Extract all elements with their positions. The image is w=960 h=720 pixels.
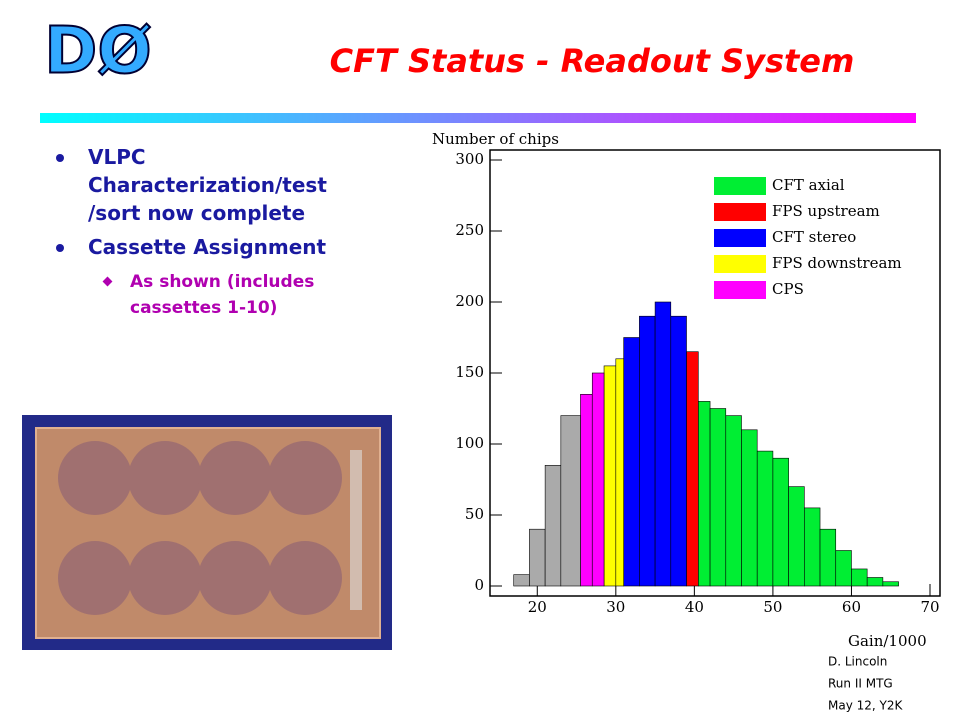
- legend-swatch: [714, 177, 766, 195]
- legend-label: FPS upstream: [772, 202, 880, 220]
- footer-line: May 12, Y2K: [828, 699, 903, 713]
- x-tick-label: 20: [528, 598, 547, 616]
- x-tick-label: 70: [920, 598, 939, 616]
- y-axis-label: Number of chips: [432, 130, 559, 148]
- y-tick-label: 150: [455, 363, 484, 381]
- x-tick-label: 60: [842, 598, 861, 616]
- x-tick-label: 50: [763, 598, 782, 616]
- histogram: Number of chips Gain/1000 0 50 100 150 200 250 3…: [432, 130, 941, 650]
- y-tick-label: 300: [455, 150, 484, 168]
- histogram-bar: [623, 337, 640, 587]
- y-tick-label: 100: [455, 434, 484, 452]
- histogram-bar: [544, 464, 562, 587]
- histogram-bar: [615, 358, 624, 587]
- histogram-bar: [513, 574, 530, 587]
- histogram-bar: [851, 568, 868, 587]
- bullet-text: VLPC Characterization/test/sort now compl…: [88, 145, 327, 225]
- histogram-bar: [741, 429, 758, 587]
- histogram-bar: [882, 581, 899, 587]
- histogram-bar: [835, 550, 852, 587]
- bullet-text: Cassette Assignment: [88, 235, 327, 259]
- histogram-bar: [756, 450, 774, 587]
- bullets: VLPC Characterization/test/sort now compl…: [56, 145, 327, 318]
- y-tick-label: 200: [455, 292, 484, 310]
- footer-line: Run II MTG: [828, 677, 893, 691]
- legend-swatch: [714, 203, 766, 221]
- bullet-dot: [56, 154, 64, 162]
- histogram-bar: [686, 351, 699, 587]
- histogram-bar: [591, 372, 605, 587]
- legend-label: CFT axial: [772, 176, 845, 194]
- legend-swatch: [714, 229, 766, 247]
- histogram-bar: [788, 486, 805, 587]
- histogram-bar: [580, 393, 593, 587]
- x-tick-label: 30: [606, 598, 625, 616]
- histogram-bar: [772, 457, 789, 587]
- footer-line: D. Lincoln: [828, 655, 887, 669]
- histogram-bar: [560, 415, 581, 587]
- histogram-bar: [697, 401, 711, 587]
- bullet-dot: [56, 244, 64, 252]
- sub-bullet: [102, 276, 113, 287]
- title-rule: [40, 113, 916, 123]
- logo: DØ: [44, 15, 152, 89]
- slide-title: CFT Status - Readout System: [330, 42, 855, 80]
- y-tick-label: 0: [474, 576, 484, 594]
- histogram-bar: [639, 315, 656, 587]
- histogram-bar: [866, 577, 884, 587]
- x-axis-label: Gain/1000: [848, 632, 927, 650]
- histogram-bar: [725, 415, 742, 587]
- histogram-bar: [670, 315, 687, 587]
- histogram-bar: [709, 408, 727, 587]
- legend-label: CFT stereo: [772, 228, 856, 246]
- histogram-bar: [603, 365, 617, 587]
- histogram-bar: [529, 528, 546, 587]
- histogram-bar: [819, 528, 837, 587]
- legend-label: CPS: [772, 280, 804, 298]
- x-tick-label: 40: [685, 598, 704, 616]
- legend-label: FPS downstream: [772, 254, 902, 272]
- bullet-text: As shown (includes cassettes 1-10): [130, 272, 314, 318]
- legend-swatch: [714, 255, 766, 273]
- histogram-bar: [804, 507, 821, 587]
- y-tick-label: 250: [455, 221, 484, 239]
- histogram-bar: [654, 301, 672, 587]
- y-tick-label: 50: [465, 505, 484, 523]
- legend-swatch: [714, 281, 766, 299]
- chip-photo: [22, 415, 392, 650]
